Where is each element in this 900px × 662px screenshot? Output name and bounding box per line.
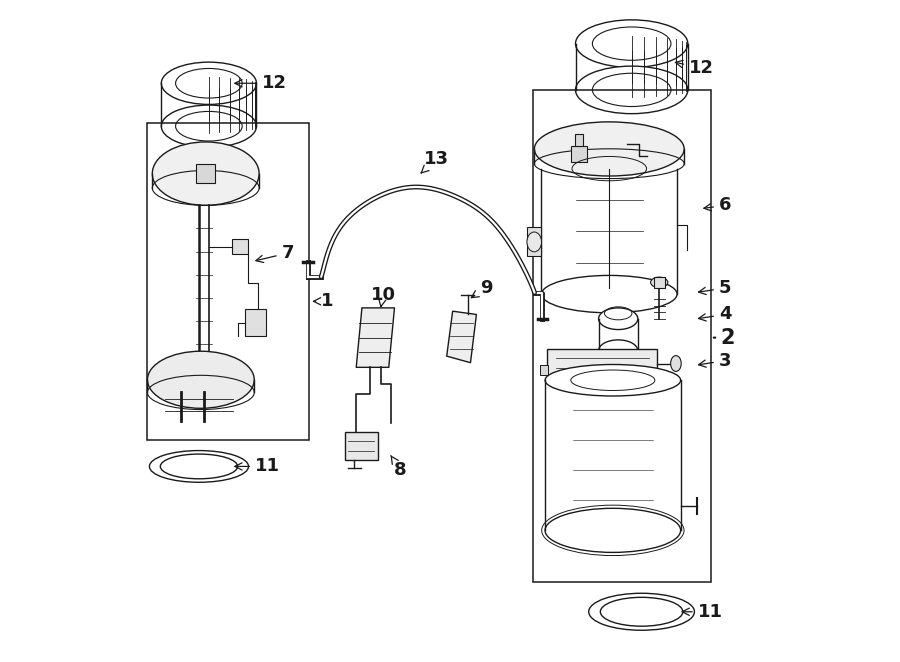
Text: 4: 4 xyxy=(698,305,732,324)
Ellipse shape xyxy=(535,122,684,176)
Ellipse shape xyxy=(575,66,688,114)
Ellipse shape xyxy=(589,593,695,630)
Ellipse shape xyxy=(598,340,638,361)
Text: 6: 6 xyxy=(704,197,732,214)
Ellipse shape xyxy=(527,232,542,252)
Text: 12: 12 xyxy=(235,74,287,92)
Text: 11: 11 xyxy=(682,603,723,621)
Ellipse shape xyxy=(575,20,688,68)
Ellipse shape xyxy=(152,142,259,205)
Ellipse shape xyxy=(148,352,255,408)
Bar xyxy=(547,350,657,378)
Ellipse shape xyxy=(651,277,668,288)
Ellipse shape xyxy=(161,62,256,105)
Bar xyxy=(654,277,664,288)
Ellipse shape xyxy=(161,105,256,148)
Bar xyxy=(571,146,587,162)
Text: 1: 1 xyxy=(313,292,334,310)
Bar xyxy=(533,90,711,582)
Ellipse shape xyxy=(545,365,680,396)
Bar xyxy=(574,134,583,146)
Polygon shape xyxy=(356,308,394,367)
Text: 12: 12 xyxy=(675,59,714,77)
Bar xyxy=(540,365,548,375)
Ellipse shape xyxy=(598,308,638,330)
Ellipse shape xyxy=(542,275,677,313)
Ellipse shape xyxy=(545,508,680,552)
Bar xyxy=(148,123,310,440)
Text: 5: 5 xyxy=(698,279,732,297)
Text: 2: 2 xyxy=(714,328,735,348)
Text: 8: 8 xyxy=(391,455,407,479)
Ellipse shape xyxy=(670,355,681,371)
Bar xyxy=(245,309,266,336)
Text: 9: 9 xyxy=(472,279,492,298)
Text: 13: 13 xyxy=(421,150,448,173)
Text: 7: 7 xyxy=(256,244,294,263)
Text: 10: 10 xyxy=(371,286,396,307)
Bar xyxy=(231,240,248,254)
Bar xyxy=(527,227,542,256)
Bar xyxy=(345,432,377,460)
Polygon shape xyxy=(446,311,476,363)
Bar xyxy=(196,164,215,183)
Text: 11: 11 xyxy=(235,457,280,475)
Text: 3: 3 xyxy=(698,352,732,370)
Ellipse shape xyxy=(149,451,248,483)
